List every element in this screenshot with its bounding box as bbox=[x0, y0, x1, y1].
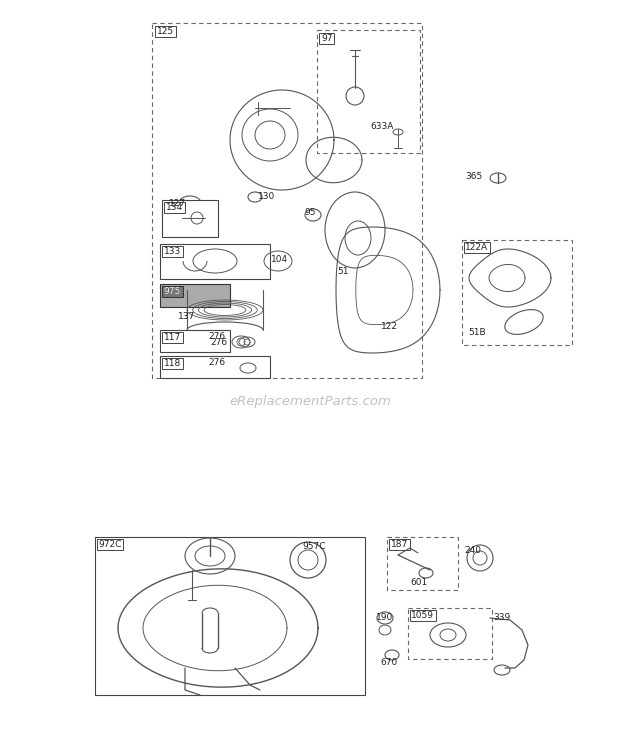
Text: 187: 187 bbox=[391, 540, 408, 549]
Bar bbox=[160, 330, 230, 352]
Text: 276: 276 bbox=[208, 358, 225, 367]
Text: 127: 127 bbox=[169, 199, 186, 208]
Bar bbox=[160, 356, 270, 378]
Text: 122A: 122A bbox=[466, 243, 489, 252]
Bar bbox=[387, 537, 458, 590]
Text: 957C: 957C bbox=[302, 542, 326, 551]
Bar bbox=[162, 200, 218, 237]
Text: 118: 118 bbox=[164, 359, 181, 368]
Bar bbox=[410, 610, 436, 621]
Text: 133: 133 bbox=[164, 247, 181, 256]
Bar bbox=[162, 358, 183, 369]
Text: 633A: 633A bbox=[370, 122, 393, 131]
Text: 975: 975 bbox=[164, 287, 181, 296]
Text: 276: 276 bbox=[208, 332, 225, 341]
Text: 190: 190 bbox=[376, 613, 393, 622]
Text: 365: 365 bbox=[465, 172, 482, 181]
Bar bbox=[162, 286, 183, 297]
Bar bbox=[152, 23, 422, 378]
Text: 117: 117 bbox=[164, 333, 181, 342]
Bar bbox=[155, 26, 175, 37]
Bar bbox=[160, 284, 230, 307]
Bar bbox=[95, 537, 365, 695]
Bar bbox=[319, 33, 334, 44]
Text: 97: 97 bbox=[321, 34, 332, 43]
Text: 125: 125 bbox=[157, 27, 174, 36]
Bar bbox=[462, 240, 572, 345]
Text: 276: 276 bbox=[210, 338, 227, 347]
Text: eReplacementParts.com: eReplacementParts.com bbox=[229, 396, 391, 408]
Text: 240: 240 bbox=[464, 546, 481, 555]
Text: 975: 975 bbox=[164, 287, 181, 296]
Text: 670: 670 bbox=[380, 658, 397, 667]
Text: 1059: 1059 bbox=[412, 611, 435, 620]
Text: 137: 137 bbox=[178, 312, 195, 321]
Bar bbox=[389, 539, 410, 550]
Text: 134: 134 bbox=[166, 203, 183, 212]
Text: 972C: 972C bbox=[98, 540, 122, 549]
Text: 51B: 51B bbox=[468, 328, 485, 337]
Bar bbox=[408, 608, 492, 659]
Text: 51: 51 bbox=[337, 267, 348, 276]
Text: 601: 601 bbox=[410, 578, 427, 587]
Bar bbox=[162, 246, 183, 257]
Bar bbox=[164, 202, 185, 213]
Bar bbox=[162, 332, 183, 343]
Text: 122: 122 bbox=[381, 322, 398, 331]
Bar bbox=[317, 30, 420, 153]
Bar bbox=[160, 244, 270, 279]
Bar bbox=[97, 539, 123, 550]
Text: 339: 339 bbox=[493, 613, 510, 622]
Text: 130: 130 bbox=[258, 192, 275, 201]
Bar bbox=[464, 242, 490, 253]
Text: 95: 95 bbox=[304, 208, 316, 217]
Text: 104: 104 bbox=[271, 255, 288, 264]
